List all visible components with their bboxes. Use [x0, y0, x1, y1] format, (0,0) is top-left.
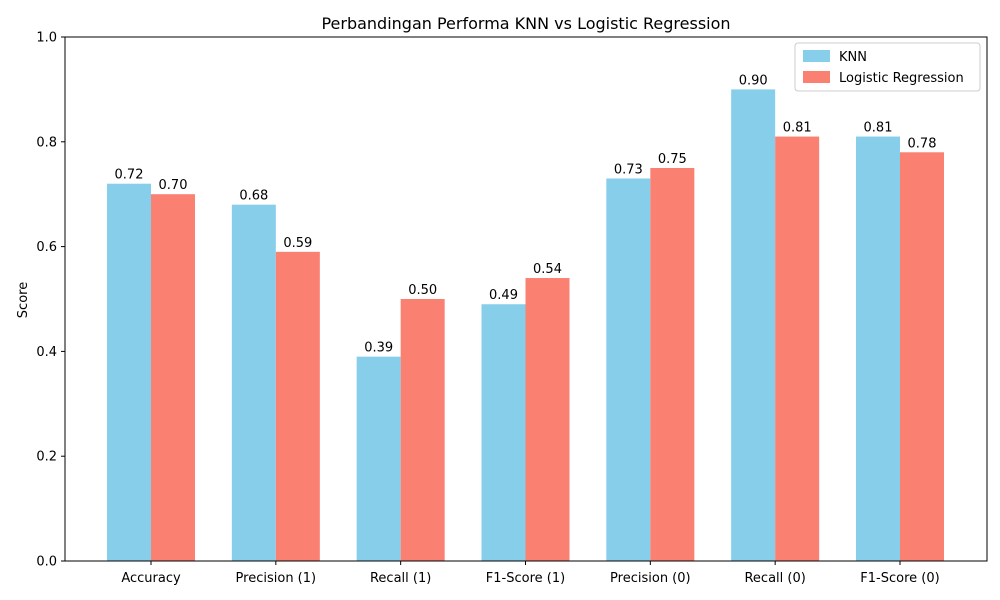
y-tick-label: 0.8: [36, 135, 57, 150]
y-axis-label: Score: [16, 282, 31, 318]
x-tick-label: Recall (0): [744, 571, 805, 586]
legend: KNN Logistic Regression: [794, 42, 981, 92]
bar-value-label: 0.81: [864, 121, 893, 136]
plot-frame: [64, 36, 988, 562]
bar-value-label: 0.39: [364, 341, 393, 356]
bar-knn-accuracy: [107, 183, 151, 561]
bar-value-label: 0.54: [533, 262, 562, 277]
bar-logistic-regression-f1-score-1: [525, 278, 570, 561]
bar-knn-precision-0: [606, 178, 651, 562]
bars: [107, 89, 944, 562]
y-tick-label: 0.4: [36, 345, 57, 360]
legend-swatch-knn: [803, 50, 830, 62]
bar-value-label: 0.50: [408, 283, 437, 298]
bar-logistic-regression-recall-1: [400, 299, 445, 561]
bar-value-label: 0.75: [658, 152, 687, 167]
legend-label-logistic-regression: Logistic Regression: [839, 71, 964, 86]
bar-value-label: 0.70: [159, 178, 188, 193]
x-tick-label: Accuracy: [121, 571, 181, 586]
bar-knn-recall-1: [356, 356, 401, 561]
bar-value-label: 0.72: [115, 168, 144, 183]
bar-knn-recall-0: [731, 89, 776, 562]
y-axis-ticks: 0.0 0.2 0.4 0.6 0.8 1.0: [36, 31, 65, 570]
bar-value-label: 0.81: [783, 121, 812, 136]
x-tick-label: F1-Score (0): [860, 571, 939, 586]
bar-value-labels: 0.72 0.70 0.68 0.59 0.39 0.50 0.49 0.54 0.73 0.75…: [115, 73, 937, 355]
y-tick-label: 0.0: [36, 555, 57, 570]
x-axis-ticks: Accuracy Precision (1) Recall (1) F1-Score …: [121, 561, 940, 586]
y-tick-label: 0.6: [36, 240, 57, 255]
bar-logistic-regression-f1-score-0: [900, 152, 944, 561]
x-tick-label: Recall (1): [370, 571, 431, 586]
bar-value-label: 0.49: [489, 288, 518, 303]
bar-logistic-regression-accuracy: [151, 194, 195, 561]
chart-title: Perbandingan Performa KNN vs Logistic Re…: [321, 14, 730, 33]
bar-value-label: 0.90: [739, 73, 768, 88]
x-tick-label: Precision (0): [610, 571, 691, 586]
x-tick-label: Precision (1): [236, 571, 317, 586]
legend-box: [794, 42, 981, 92]
bar-logistic-regression-recall-0: [775, 136, 820, 561]
x-tick-label: F1-Score (1): [486, 571, 565, 586]
bar-knn-f1-score-1: [481, 304, 526, 561]
bar-value-label: 0.68: [239, 189, 268, 204]
bar-value-label: 0.73: [614, 162, 643, 177]
bar-value-label: 0.78: [908, 136, 937, 151]
bar-logistic-regression-precision-1: [275, 251, 320, 561]
y-tick-label: 0.2: [36, 450, 57, 465]
legend-label-knn: KNN: [839, 50, 867, 65]
bar-knn-precision-1: [231, 204, 276, 561]
bar-logistic-regression-precision-0: [650, 168, 695, 561]
legend-swatch-logistic-regression: [803, 71, 830, 83]
bar-value-label: 0.59: [283, 236, 312, 251]
y-tick-label: 1.0: [36, 31, 57, 46]
bar-knn-f1-score-0: [856, 136, 900, 561]
